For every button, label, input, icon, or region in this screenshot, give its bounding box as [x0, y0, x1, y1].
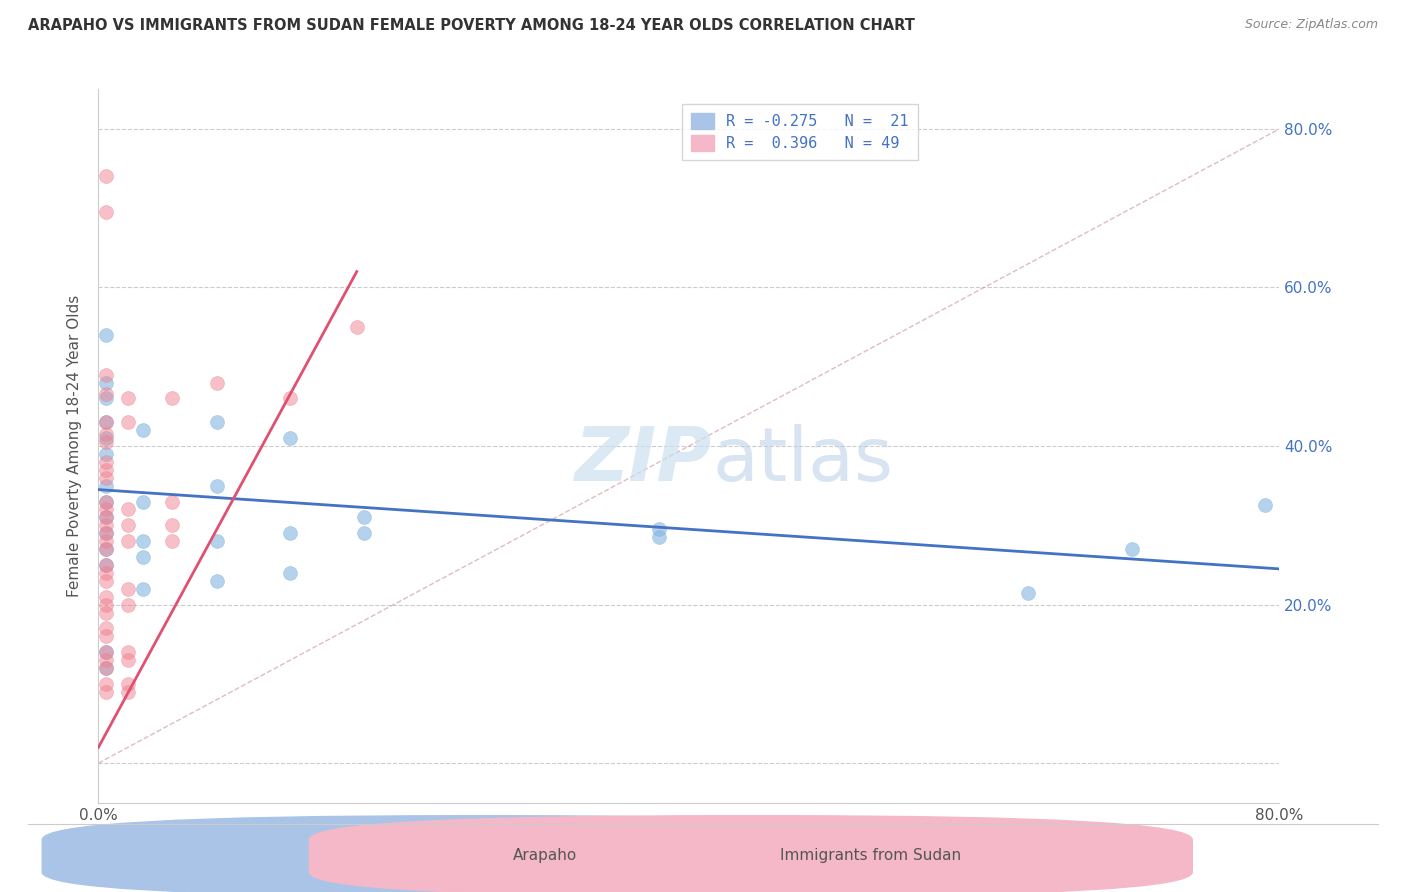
Legend: R = -0.275   N =  21, R =  0.396   N = 49: R = -0.275 N = 21, R = 0.396 N = 49 — [682, 104, 918, 161]
Point — [346, 320, 368, 334]
Point — [117, 685, 139, 699]
Point — [117, 392, 139, 406]
Text: atlas: atlas — [713, 424, 894, 497]
Point — [94, 685, 117, 699]
Point — [94, 502, 117, 516]
Point — [94, 494, 117, 508]
Point — [278, 526, 302, 541]
Point — [94, 510, 117, 524]
Point — [94, 661, 117, 675]
Point — [117, 645, 139, 659]
Point — [94, 205, 117, 219]
Point — [205, 376, 228, 390]
Point — [94, 455, 117, 469]
Point — [94, 427, 117, 442]
Point — [132, 534, 155, 549]
Point — [162, 518, 183, 533]
Point — [648, 530, 671, 544]
Point — [117, 415, 139, 429]
Point — [132, 494, 155, 508]
Point — [94, 621, 117, 635]
Point — [94, 471, 117, 485]
Point — [94, 566, 117, 580]
Y-axis label: Female Poverty Among 18-24 Year Olds: Female Poverty Among 18-24 Year Olds — [67, 295, 83, 597]
Point — [132, 582, 155, 596]
Point — [132, 423, 155, 437]
Point — [162, 534, 183, 549]
Point — [117, 677, 139, 691]
Point — [94, 328, 117, 343]
Text: ARAPAHO VS IMMIGRANTS FROM SUDAN FEMALE POVERTY AMONG 18-24 YEAR OLDS CORRELATIO: ARAPAHO VS IMMIGRANTS FROM SUDAN FEMALE … — [28, 18, 915, 33]
Point — [94, 376, 117, 390]
FancyBboxPatch shape — [42, 815, 925, 892]
Text: Source: ZipAtlas.com: Source: ZipAtlas.com — [1244, 18, 1378, 31]
Text: Immigrants from Sudan: Immigrants from Sudan — [780, 848, 962, 863]
Point — [278, 431, 302, 445]
Point — [94, 415, 117, 429]
Point — [162, 494, 183, 508]
Text: ZIP: ZIP — [575, 424, 713, 497]
Text: Arapaho: Arapaho — [513, 848, 578, 863]
Point — [94, 558, 117, 572]
Point — [94, 606, 117, 620]
Point — [205, 415, 228, 429]
Point — [205, 478, 228, 492]
Point — [278, 566, 302, 580]
Point — [1254, 499, 1277, 513]
Point — [94, 478, 117, 492]
Point — [94, 368, 117, 382]
Point — [353, 526, 375, 541]
Point — [94, 392, 117, 406]
Point — [117, 653, 139, 667]
Point — [94, 645, 117, 659]
Point — [94, 629, 117, 643]
Point — [117, 582, 139, 596]
Point — [94, 598, 117, 612]
Point — [1017, 585, 1039, 599]
Point — [94, 387, 117, 401]
Point — [94, 169, 117, 184]
Point — [94, 415, 117, 429]
Point — [94, 677, 117, 691]
Point — [94, 526, 117, 541]
Point — [94, 518, 117, 533]
Point — [94, 435, 117, 450]
FancyBboxPatch shape — [309, 815, 1192, 892]
Point — [94, 590, 117, 604]
Point — [94, 661, 117, 675]
Point — [205, 574, 228, 588]
Point — [648, 522, 671, 536]
Point — [205, 534, 228, 549]
Point — [94, 463, 117, 477]
Point — [132, 549, 155, 564]
Point — [94, 542, 117, 557]
Point — [94, 526, 117, 541]
Point — [94, 645, 117, 659]
Point — [353, 510, 375, 524]
Point — [117, 502, 139, 516]
Point — [94, 510, 117, 524]
Point — [117, 598, 139, 612]
Point — [94, 542, 117, 557]
Point — [94, 534, 117, 549]
Point — [278, 392, 302, 406]
Point — [117, 534, 139, 549]
Point — [94, 558, 117, 572]
Point — [94, 574, 117, 588]
Point — [94, 494, 117, 508]
Point — [94, 431, 117, 445]
Point — [1121, 542, 1143, 557]
Point — [162, 392, 183, 406]
Point — [94, 447, 117, 461]
Point — [117, 518, 139, 533]
Point — [94, 653, 117, 667]
